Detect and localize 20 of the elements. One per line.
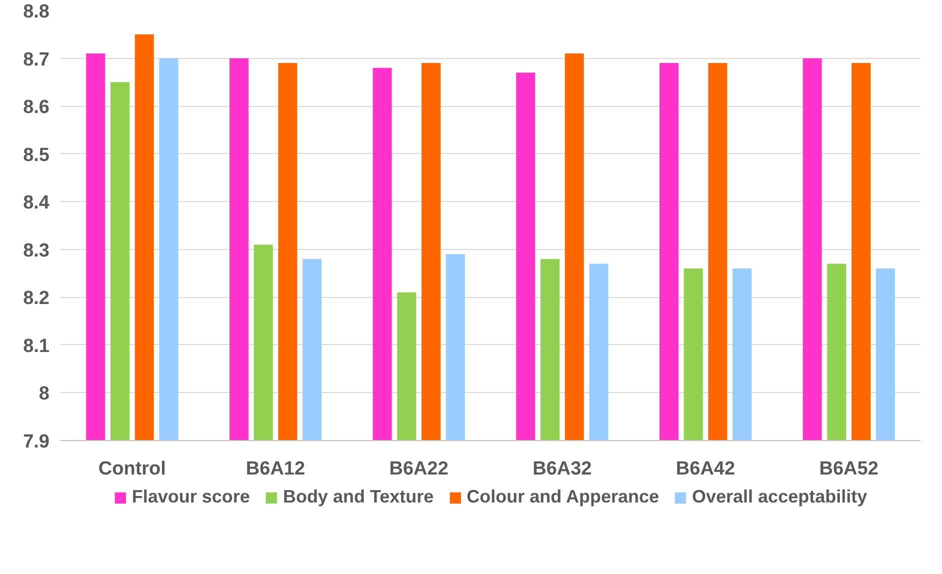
x-tick-label: Control	[98, 458, 166, 480]
x-tick-label: B6A22	[389, 458, 448, 480]
y-tick-label: 8.8	[23, 2, 50, 22]
y-tick-label: 8.3	[23, 240, 50, 262]
y-tick-label: 8.7	[23, 49, 50, 70]
x-tick-label: B6A52	[819, 458, 878, 480]
legend-label: Colour and Apperance	[466, 486, 660, 508]
y-tick-label: 8.2	[23, 288, 50, 310]
y-tick-label: 8	[38, 384, 50, 405]
legend-label: Flavour score	[132, 486, 250, 508]
y-tick-label: 8.4	[23, 192, 50, 214]
x-tick-label: B6A32	[532, 458, 592, 480]
y-tick-label: 8.1	[23, 336, 50, 357]
x-tick-label: B6A42	[676, 458, 736, 480]
y-tick-label: 8.6	[23, 97, 50, 118]
y-tick-label: 7.9	[23, 432, 50, 452]
x-tick-label: B6A12	[246, 458, 306, 480]
y-tick-label: 8.5	[23, 144, 50, 166]
legend-label: Body and Texture	[282, 486, 434, 508]
legend-label: Overall acceptability	[692, 486, 868, 508]
